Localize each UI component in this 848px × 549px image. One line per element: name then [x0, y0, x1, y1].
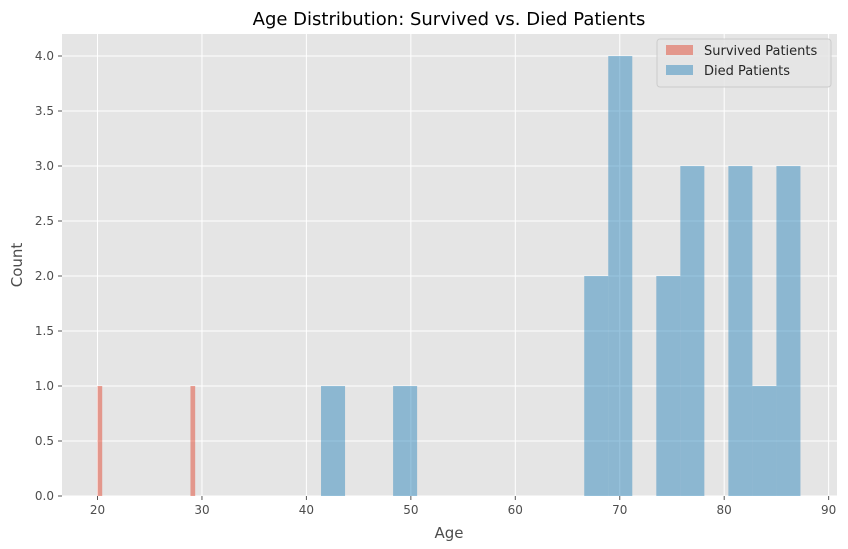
y-axis-label: Count: [8, 243, 26, 288]
y-tick-label: 2.0: [35, 269, 54, 283]
y-tick-label: 1.5: [35, 324, 54, 338]
y-tick-label: 0.0: [35, 489, 54, 503]
y-tick-label: 2.5: [35, 214, 54, 228]
y-tick-label: 3.0: [35, 159, 54, 173]
y-tick-label: 0.5: [35, 434, 54, 448]
chart-title: Age Distribution: Survived vs. Died Pati…: [253, 9, 646, 30]
x-tick-label: 40: [299, 503, 314, 517]
y-tick-label: 3.5: [35, 104, 54, 118]
x-tick-label: 70: [612, 503, 627, 517]
bar-survived: [97, 386, 103, 496]
y-axis-ticks: 0.0 0.5 1.0 1.5 2.0 2.5 3.0 3.5 4.0: [35, 49, 62, 503]
bar-died: [321, 386, 346, 496]
legend-box: [656, 38, 832, 88]
x-axis-ticks: 20 30 40 50 60 70 80 90: [90, 496, 836, 517]
legend-label: Died Patients: [704, 64, 790, 79]
legend-swatch: [666, 45, 693, 55]
bar-died: [656, 276, 681, 496]
bar-died: [393, 386, 418, 496]
legend-label: Survived Patients: [704, 44, 817, 59]
y-tick-label: 4.0: [35, 49, 54, 63]
x-tick-label: 60: [508, 503, 523, 517]
bar-died: [584, 276, 609, 496]
legend-swatch: [666, 65, 693, 75]
x-tick-label: 80: [717, 503, 732, 517]
x-tick-label: 50: [403, 503, 418, 517]
x-axis-label: Age: [434, 524, 463, 542]
bar-survived: [190, 386, 196, 496]
bars-group: [97, 56, 801, 496]
bar-died: [752, 386, 777, 496]
legend: Survived Patients Died Patients: [656, 38, 832, 88]
x-tick-label: 30: [194, 503, 209, 517]
x-tick-label: 90: [821, 503, 836, 517]
bar-died: [608, 56, 633, 496]
plot-area: [62, 34, 837, 496]
bar-died: [776, 166, 801, 496]
bar-died: [728, 166, 753, 496]
x-tick-label: 20: [90, 503, 105, 517]
y-tick-label: 1.0: [35, 379, 54, 393]
bar-died: [680, 166, 705, 496]
